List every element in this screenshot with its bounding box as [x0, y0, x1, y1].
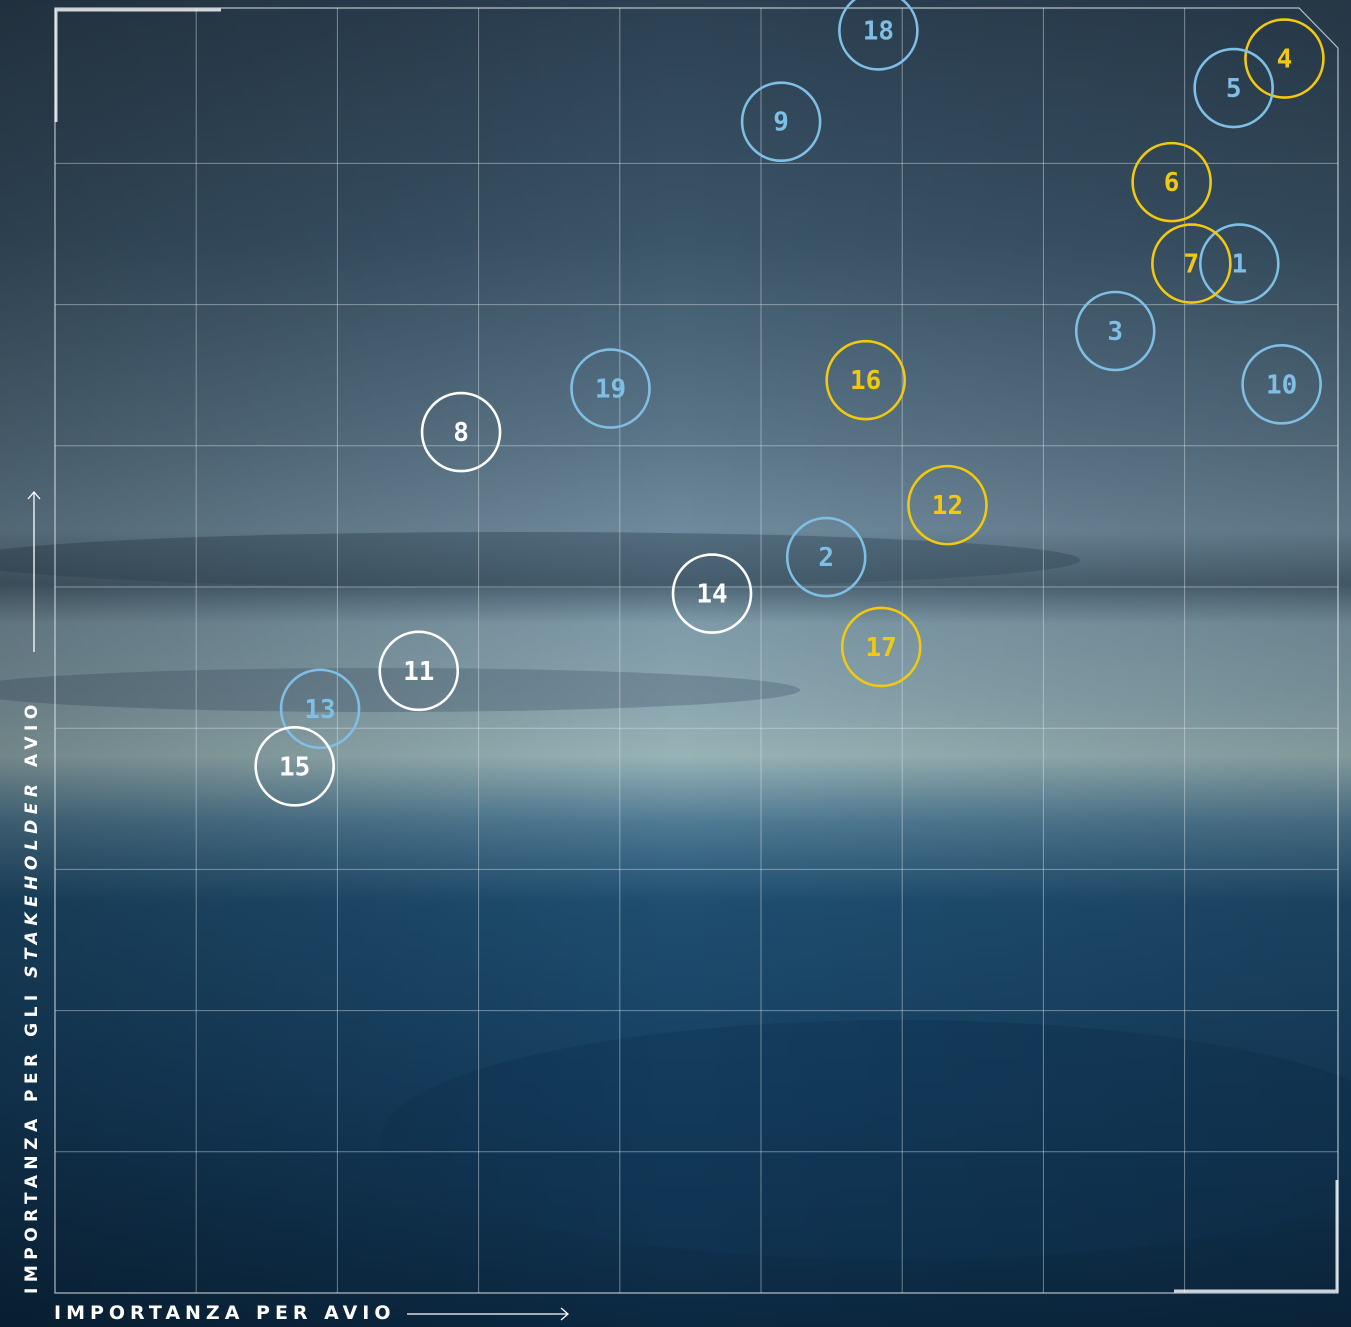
data-point-6: 6: [1131, 141, 1212, 223]
data-point-14: 14: [671, 553, 753, 634]
data-point-label: 18: [863, 16, 894, 46]
data-point-circle: [1244, 18, 1325, 99]
data-point-label: 1: [1231, 250, 1247, 280]
y-axis-label-part-2: STAKEHOLDER: [22, 778, 42, 978]
plot-border: [54, 7, 1339, 1294]
corner-bracket-top-left: [54, 8, 221, 122]
data-point-19: 19: [570, 348, 651, 429]
data-point-circle: [420, 391, 502, 473]
data-point-17: 17: [840, 606, 922, 688]
data-point-label: 16: [850, 366, 881, 396]
y-axis-arrowhead: [27, 491, 41, 500]
data-point-circle: [1241, 344, 1322, 425]
data-point-label: 6: [1164, 168, 1180, 198]
data-point-circle: [1131, 141, 1212, 223]
x-axis-arrowhead: [560, 1307, 569, 1321]
data-point-13: 13: [279, 668, 361, 750]
data-point-7: 7: [1151, 223, 1232, 304]
data-point-18: 18: [838, 0, 919, 71]
data-point-16: 16: [825, 339, 906, 421]
data-point-label: 11: [403, 657, 434, 687]
data-point-circle: [740, 81, 822, 163]
grid: [55, 8, 1338, 1293]
data-point-circle: [378, 630, 460, 712]
data-point-4: 4: [1244, 18, 1325, 99]
data-point-label: 13: [304, 695, 335, 725]
data-point-label: 2: [818, 543, 834, 573]
data-point-8: 8: [420, 391, 502, 473]
data-point-3: 3: [1074, 290, 1156, 372]
data-point-circle: [1199, 223, 1280, 304]
data-point-2: 2: [785, 516, 867, 598]
data-point-label: 4: [1277, 45, 1293, 75]
data-point-circle: [785, 516, 867, 598]
data-point-circle: [838, 0, 919, 71]
data-point-label: 17: [866, 633, 897, 663]
data-point-label: 12: [932, 491, 963, 521]
y-axis-label: IMPORTANZA PER GLI STAKEHOLDER AVIO: [22, 699, 42, 1294]
data-point-9: 9: [740, 81, 822, 163]
data-point-circle: [1193, 47, 1274, 129]
data-point-label: 19: [595, 375, 626, 405]
data-point-label: 10: [1266, 370, 1297, 400]
data-point-circle: [570, 348, 651, 429]
data-point-12: 12: [907, 464, 988, 546]
data-point-circle: [825, 339, 906, 421]
corner-bracket-bottom-right: [1174, 1180, 1339, 1293]
data-point-label: 5: [1226, 74, 1242, 104]
data-point-label: 9: [773, 108, 789, 138]
x-axis-label: IMPORTANZA PER AVIO: [54, 1302, 396, 1324]
y-axis-label-part-1: IMPORTANZA PER GLI: [22, 977, 42, 1294]
data-point-circle: [1074, 290, 1156, 372]
data-point-circle: [1151, 223, 1232, 304]
data-point-circle: [907, 464, 988, 546]
data-point-circle: [279, 668, 361, 750]
data-point-11: 11: [378, 630, 460, 712]
data-point-label: 8: [453, 418, 469, 448]
data-point-label: 14: [696, 580, 727, 610]
data-point-1: 1: [1199, 223, 1280, 304]
data-point-circle: [671, 553, 753, 634]
data-point-15: 15: [254, 726, 335, 807]
data-point-circle: [840, 606, 922, 688]
data-point-label: 3: [1107, 317, 1123, 347]
data-point-circle: [254, 726, 335, 807]
y-axis-label-part-3: AVIO: [22, 699, 42, 779]
data-point-label: 7: [1184, 250, 1200, 280]
data-point-10: 10: [1241, 344, 1322, 425]
data-point-label: 15: [279, 752, 310, 782]
frame: [54, 7, 1339, 1294]
data-point-5: 5: [1193, 47, 1274, 129]
